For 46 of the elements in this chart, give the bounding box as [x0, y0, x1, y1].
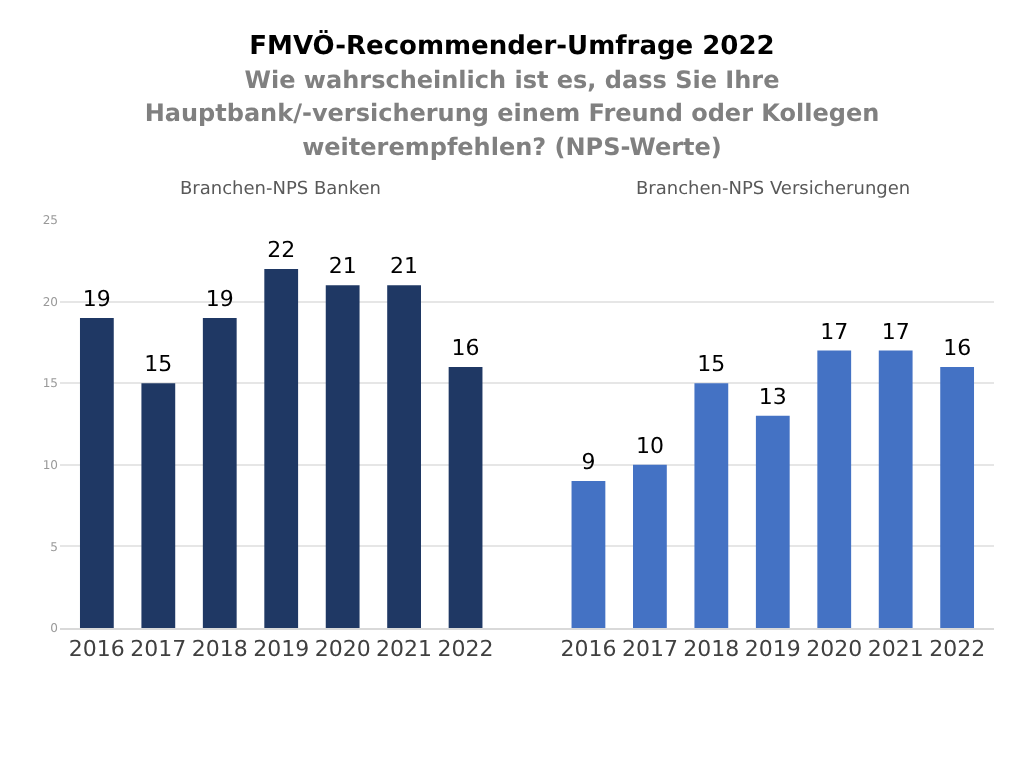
bar — [264, 268, 299, 628]
data-label: 21 — [328, 253, 357, 280]
x-tick-label: 2019 — [253, 636, 310, 663]
bar — [448, 366, 483, 628]
x-tick-label: 2017 — [130, 636, 187, 663]
data-label: 21 — [390, 253, 419, 280]
bar — [755, 415, 790, 628]
data-label: 16 — [451, 334, 480, 361]
bar — [141, 383, 176, 628]
bar — [571, 481, 606, 628]
chart-subtitle: Wie wahrscheinlich ist es, dass Sie Ihre Hauptbank/-versicherung einem Freund oder Kollegen weiterempfehlen? (NPS-Werte) — [144, 65, 880, 162]
data-label: 10 — [635, 432, 664, 459]
bar — [878, 350, 913, 628]
data-label: 15 — [144, 351, 173, 378]
x-tick-label: 2018 — [683, 636, 740, 663]
x-tick-label: 2021 — [867, 636, 924, 663]
data-label: 22 — [267, 236, 296, 263]
x-tick-label: 2019 — [744, 636, 801, 663]
x-tick-label: 2016 — [68, 636, 125, 663]
x-tick-label: 2017 — [621, 636, 678, 663]
text: Branchen-NPS Banken — [180, 180, 381, 200]
x-tick-label: 2021 — [376, 636, 433, 663]
x-tick-label: 2018 — [191, 636, 248, 663]
x-tick-label: 2016 — [560, 636, 617, 663]
x-tick-label: 2020 — [314, 636, 371, 663]
data-label: 13 — [758, 383, 787, 410]
bar — [325, 285, 360, 628]
data-label: 17 — [820, 318, 849, 345]
bar — [694, 383, 729, 628]
data-label: 9 — [581, 449, 596, 476]
bar — [79, 317, 114, 628]
bar — [817, 350, 852, 628]
x-tick-label: 2022 — [437, 636, 494, 663]
x-tick-label: 2020 — [806, 636, 863, 663]
bar — [202, 317, 237, 628]
chart-title: FMVÖ-Recommender-Umfrage 2022 — [249, 27, 775, 62]
bar — [633, 464, 667, 628]
text: Branchen-NPS Versicherungen — [636, 180, 911, 200]
data-label: 16 — [943, 334, 972, 361]
data-label: 19 — [82, 285, 111, 312]
bar — [387, 285, 421, 628]
data-label: 19 — [205, 285, 234, 312]
bar — [940, 366, 975, 628]
data-label: 17 — [881, 318, 910, 345]
x-tick-label: 2022 — [929, 636, 986, 663]
data-label: 15 — [697, 351, 726, 378]
